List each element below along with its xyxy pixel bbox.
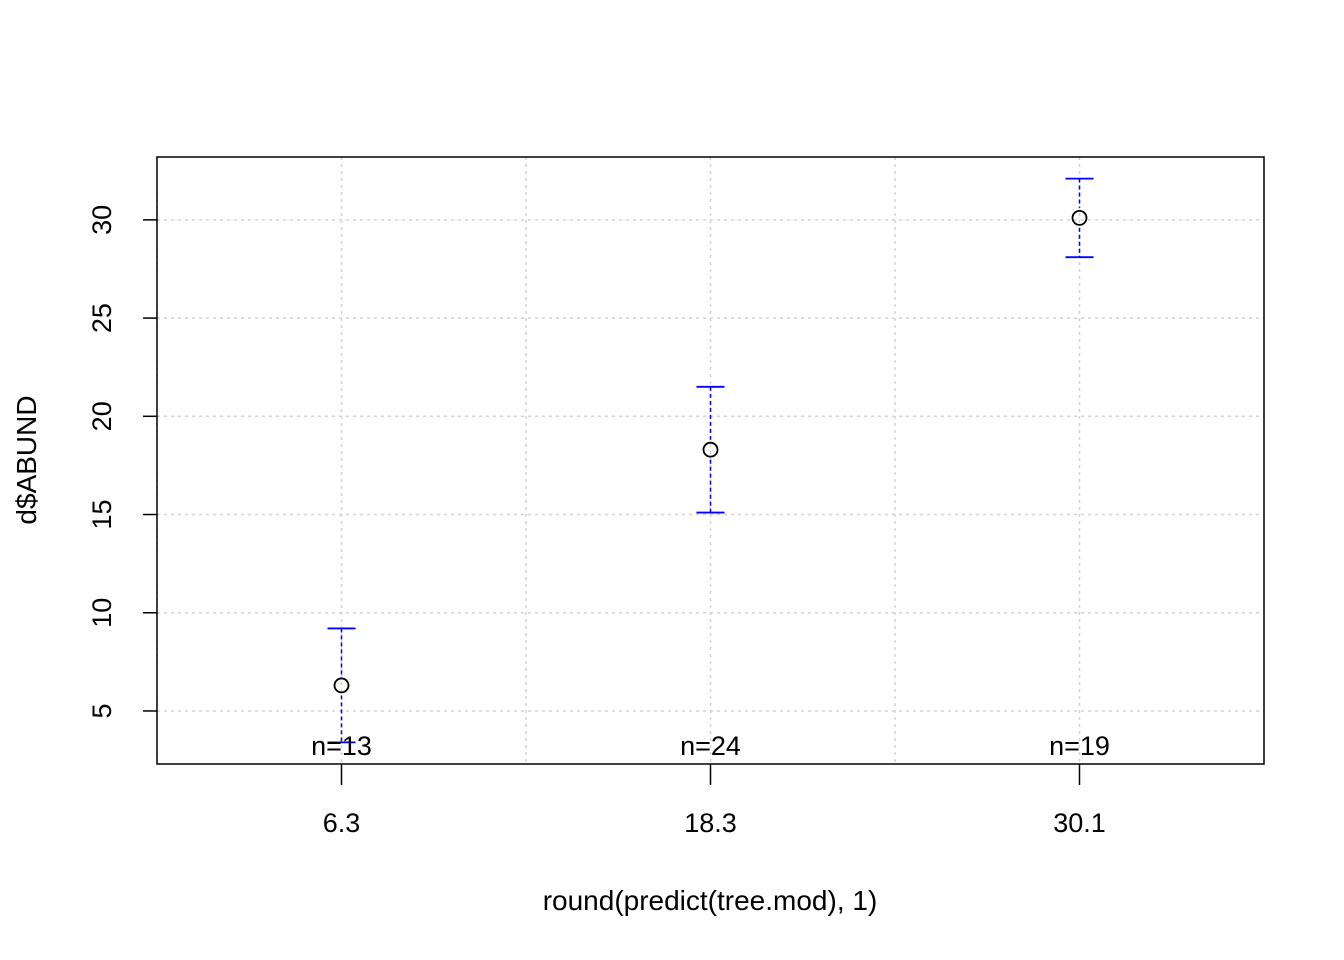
mean-point <box>702 441 719 458</box>
x-axis: 6.3 18.3 30.1 <box>323 764 1106 838</box>
marks: n=13 n=24 n=19 <box>311 177 1110 761</box>
y-tick-label: 10 <box>87 598 117 628</box>
x-tick-label: 18.3 <box>684 808 737 838</box>
y-axis-title: d$ABUND <box>11 395 42 524</box>
n-label: n=19 <box>1049 731 1110 761</box>
n-label: n=13 <box>311 731 372 761</box>
mean-point <box>333 677 350 694</box>
y-axis: 5 10 15 20 25 30 <box>87 205 157 718</box>
x-axis-title: round(predict(tree.mod), 1) <box>543 885 878 916</box>
x-tick-label: 30.1 <box>1053 808 1106 838</box>
y-tick-label: 15 <box>87 499 117 529</box>
y-tick-label: 30 <box>87 205 117 235</box>
x-tick-label: 6.3 <box>323 808 361 838</box>
y-tick-label: 20 <box>87 401 117 431</box>
mean-point <box>1071 209 1088 226</box>
y-tick-label: 5 <box>87 703 117 718</box>
n-label: n=24 <box>680 731 741 761</box>
y-tick-label: 25 <box>87 303 117 333</box>
